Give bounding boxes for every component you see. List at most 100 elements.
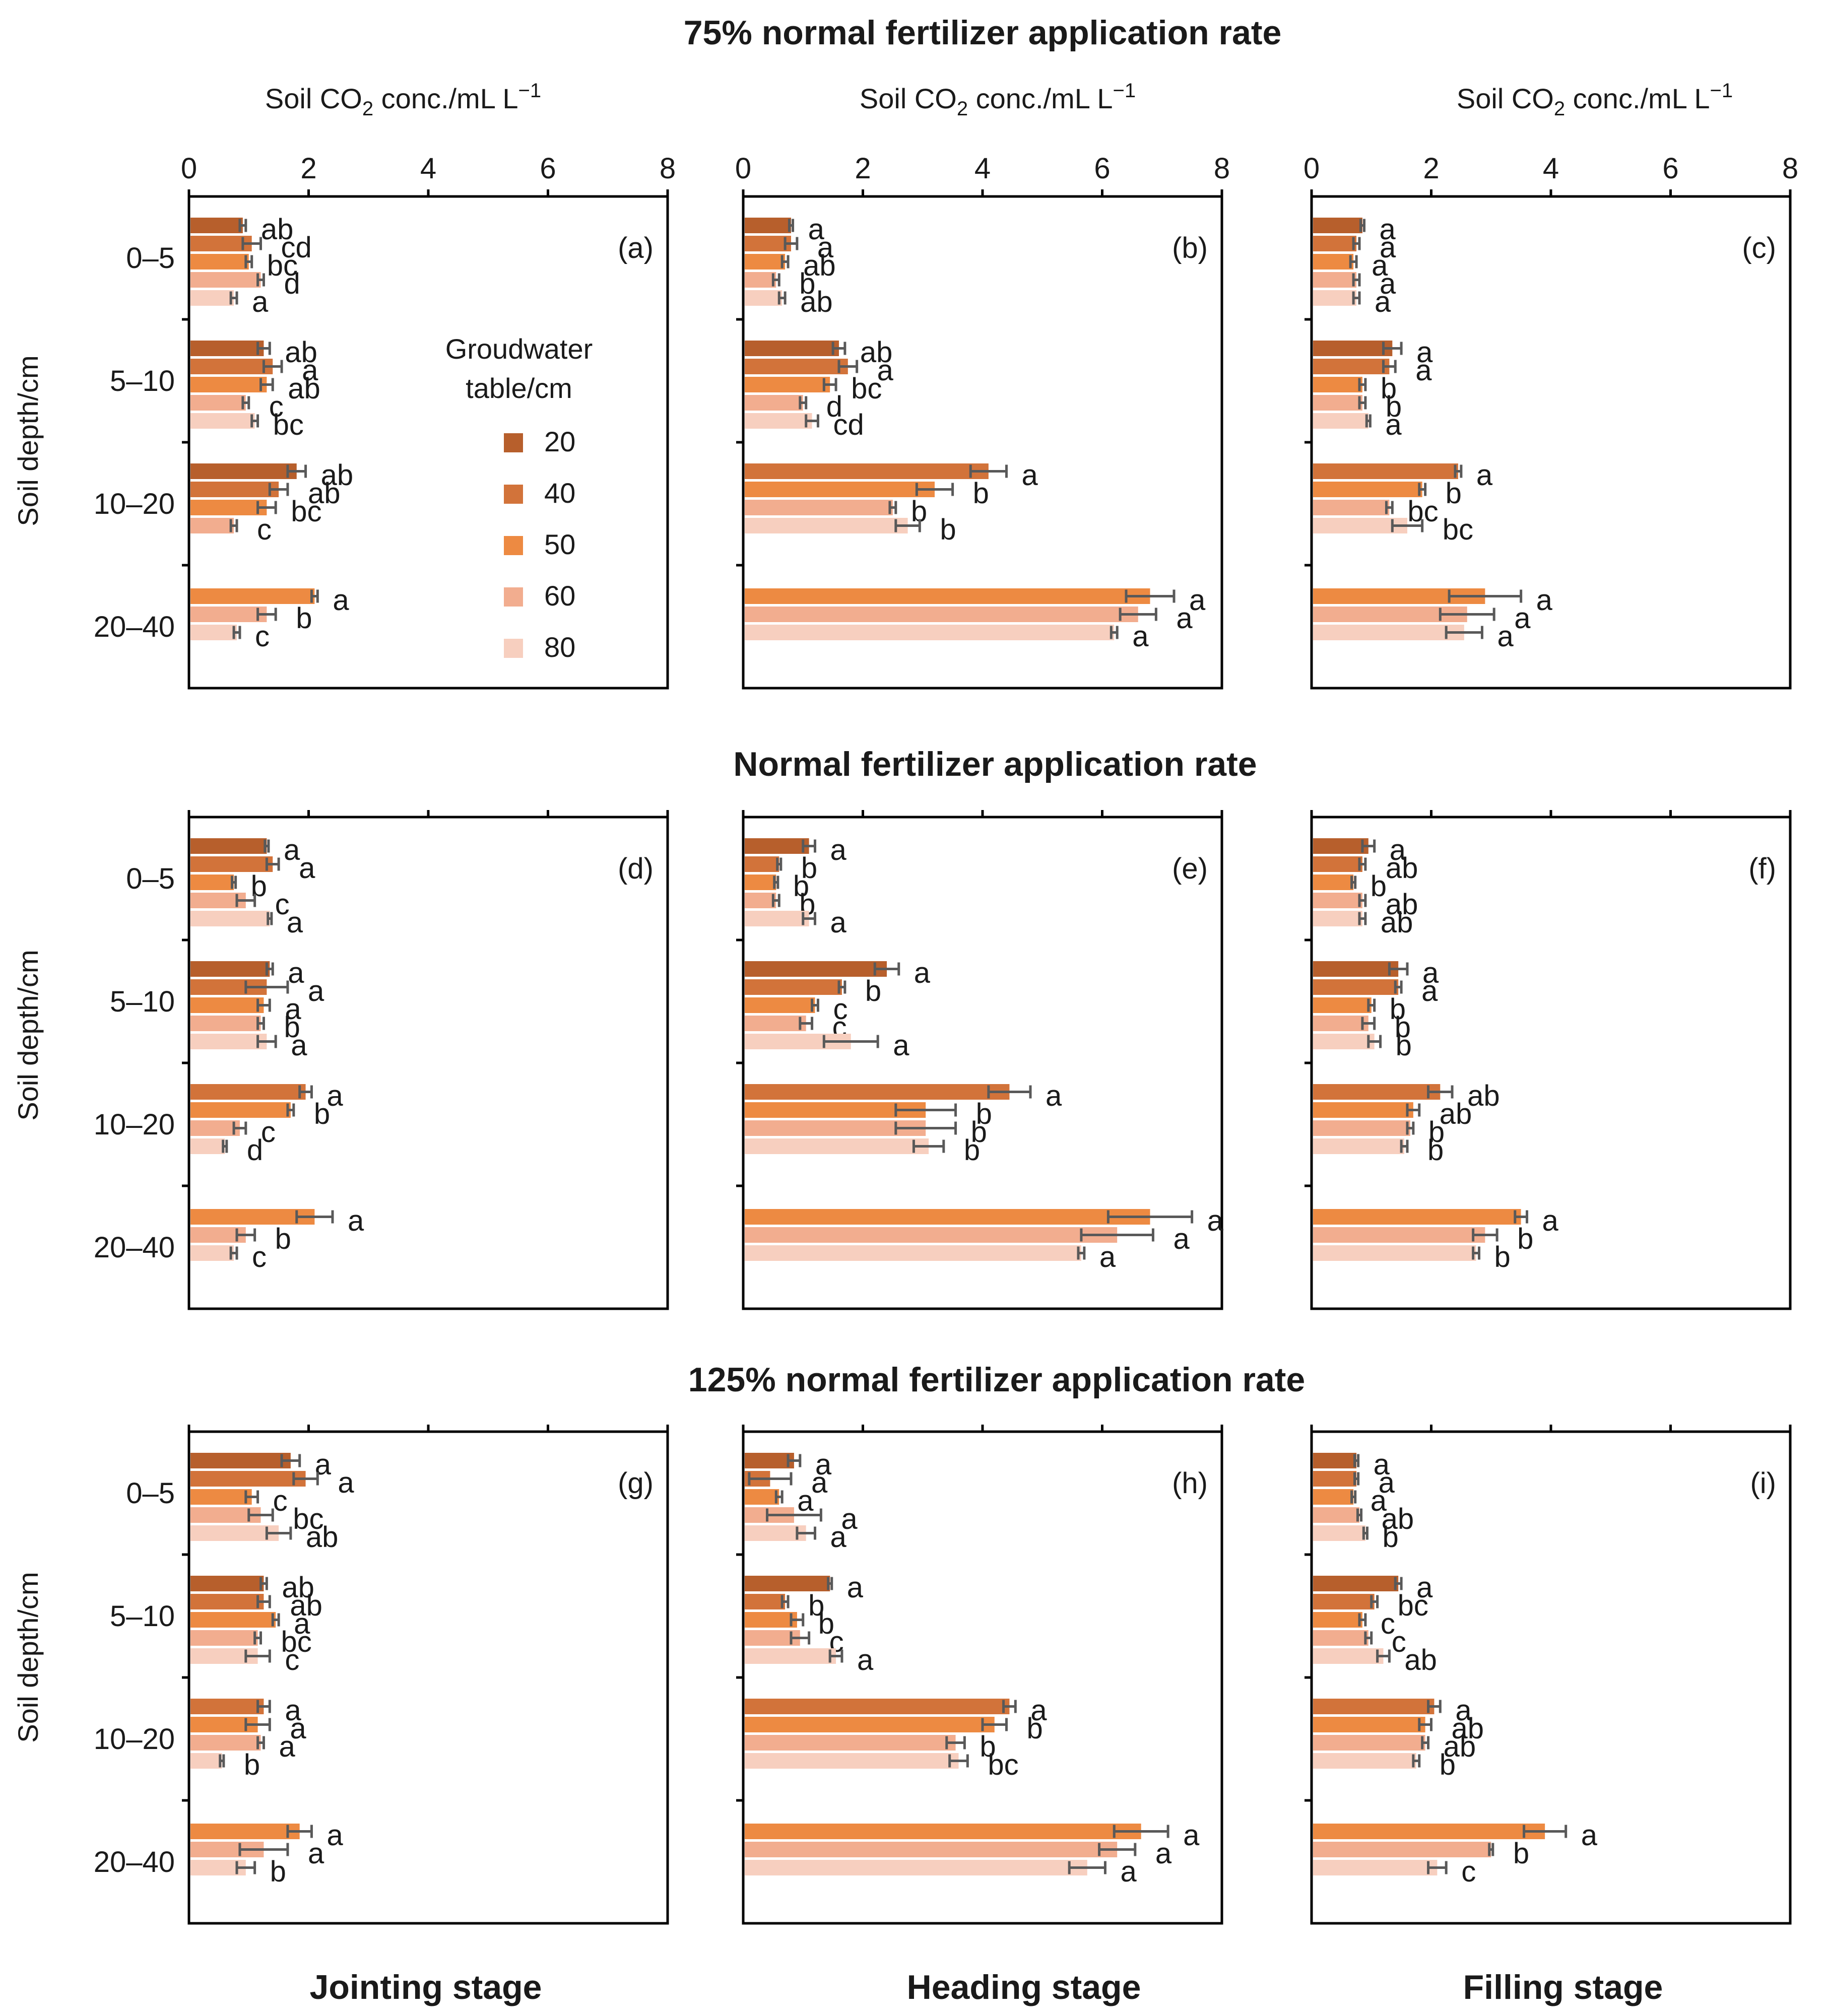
bar-60	[1313, 1120, 1410, 1136]
significance-letter: a	[1390, 834, 1406, 866]
significance-letter: c	[257, 513, 272, 546]
significance-letter: a	[857, 1644, 874, 1676]
bar-80	[745, 1753, 959, 1769]
depth-label: 20–40	[94, 1231, 175, 1264]
bar-60	[190, 1735, 261, 1751]
significance-letter: ab	[1404, 1644, 1437, 1676]
significance-letter: a	[338, 1466, 354, 1499]
significance-letter: bc	[293, 1503, 323, 1535]
bar-50	[1313, 875, 1354, 890]
bar-80	[745, 290, 783, 306]
bar-40	[190, 1084, 306, 1100]
bar-80	[190, 1525, 279, 1541]
legend-swatch-60	[504, 587, 523, 607]
bar-60	[745, 500, 893, 515]
bar-80	[190, 290, 234, 306]
bar-80	[1313, 625, 1464, 640]
significance-letter: a	[290, 1712, 306, 1745]
legend-title-line-1: Groudwater	[445, 333, 593, 365]
significance-letter: ab	[1440, 1098, 1472, 1130]
bar-40	[1313, 236, 1357, 251]
significance-letter: a	[1416, 1571, 1433, 1604]
significance-letter: b	[1494, 1241, 1511, 1273]
significance-letter: c	[252, 1241, 267, 1273]
significance-letter: a	[797, 1485, 814, 1517]
y-axis-titles: Soil depth/cm Soil depth/cm Soil depth/c…	[12, 355, 44, 1742]
panel-label: (b)	[1172, 232, 1208, 264]
bar-80	[1313, 1860, 1438, 1875]
significance-letter: a	[1476, 459, 1493, 492]
depth-label: 20–40	[94, 611, 175, 643]
significance-letter: a	[1416, 336, 1433, 369]
bar-50	[1313, 254, 1354, 270]
significance-letter: b	[801, 852, 817, 885]
bar-60	[190, 1016, 261, 1031]
bar-60	[1313, 1735, 1425, 1751]
significance-letter: bc	[851, 372, 882, 405]
bar-60	[190, 1630, 258, 1646]
bar-50	[1313, 1612, 1362, 1628]
bar-20	[190, 1453, 291, 1468]
significance-letter: a	[1183, 1819, 1200, 1852]
bar-80	[1313, 290, 1357, 306]
significance-letter: a	[830, 834, 847, 866]
bar-80	[1313, 1034, 1375, 1049]
significance-letter: d	[826, 390, 842, 423]
significance-letter: d	[284, 267, 300, 300]
panels: 0 2 4 6 80–55–1010–2020–40(a)abcdbcdaabaabcb…	[94, 152, 1798, 1925]
significance-letter: a	[914, 957, 931, 989]
significance-letter: ab	[1452, 1712, 1484, 1745]
significance-letter: a	[302, 354, 318, 387]
bar-60	[190, 1120, 240, 1136]
significance-letter: a	[1374, 1448, 1390, 1481]
legend-swatch-50	[504, 536, 523, 555]
bar-50	[190, 500, 267, 515]
significance-letter: b	[976, 1098, 992, 1130]
significance-letter: ab	[1382, 1503, 1414, 1535]
bar-60	[190, 272, 261, 288]
bar-40	[1313, 1471, 1357, 1487]
bar-50	[745, 254, 786, 270]
bar-60	[1313, 1016, 1368, 1031]
legend-entries: 20 40 50 60 80	[504, 426, 575, 663]
significance-letter: b	[1027, 1712, 1043, 1745]
bar-50	[745, 875, 776, 890]
bar-50	[745, 1489, 779, 1505]
x-tick-label: 6	[1094, 152, 1110, 185]
significance-letter: a	[817, 231, 834, 264]
significance-letter: ab	[321, 459, 354, 492]
bar-50	[1313, 377, 1362, 392]
bar-50	[190, 1489, 252, 1505]
significance-letter: bc	[291, 495, 321, 528]
bar-50	[745, 1209, 1150, 1225]
bar-50	[190, 588, 315, 604]
significance-letter: a	[1120, 1855, 1137, 1888]
significance-letter: bc	[273, 409, 304, 441]
significance-letter: a	[815, 1448, 832, 1481]
significance-letter: c	[1461, 1855, 1476, 1888]
significance-letter: b	[1517, 1223, 1533, 1255]
significance-letter: b	[1371, 870, 1387, 903]
significance-letter: a	[830, 1521, 847, 1554]
significance-letter: b	[1382, 1521, 1398, 1554]
significance-letter: a	[1176, 602, 1193, 635]
bar-80	[190, 1138, 225, 1154]
bar-20	[190, 463, 297, 479]
significance-letter: a	[1380, 267, 1396, 300]
significance-letter: a	[252, 286, 269, 318]
significance-letter: bc	[267, 249, 298, 282]
bar-80	[1313, 1138, 1405, 1154]
legend: Groudwater table/cm 20 40 50 60 80	[445, 333, 593, 663]
bar-50	[1313, 1489, 1354, 1505]
bar-50	[745, 997, 815, 1013]
x-axis-title-jointing: Soil CO2 conc./mL L−1	[265, 80, 541, 120]
bar-40	[745, 856, 779, 872]
bar-80	[1313, 1245, 1476, 1261]
bar-40	[1313, 463, 1458, 479]
stage-title-filling: Filling stage	[1463, 1968, 1663, 2006]
significance-letter: c	[285, 1644, 299, 1676]
x-tick-label: 6	[540, 152, 556, 185]
depth-label: 10–20	[94, 1723, 175, 1756]
row-title-75-percent: 75% normal fertilizer application rate	[684, 14, 1282, 52]
